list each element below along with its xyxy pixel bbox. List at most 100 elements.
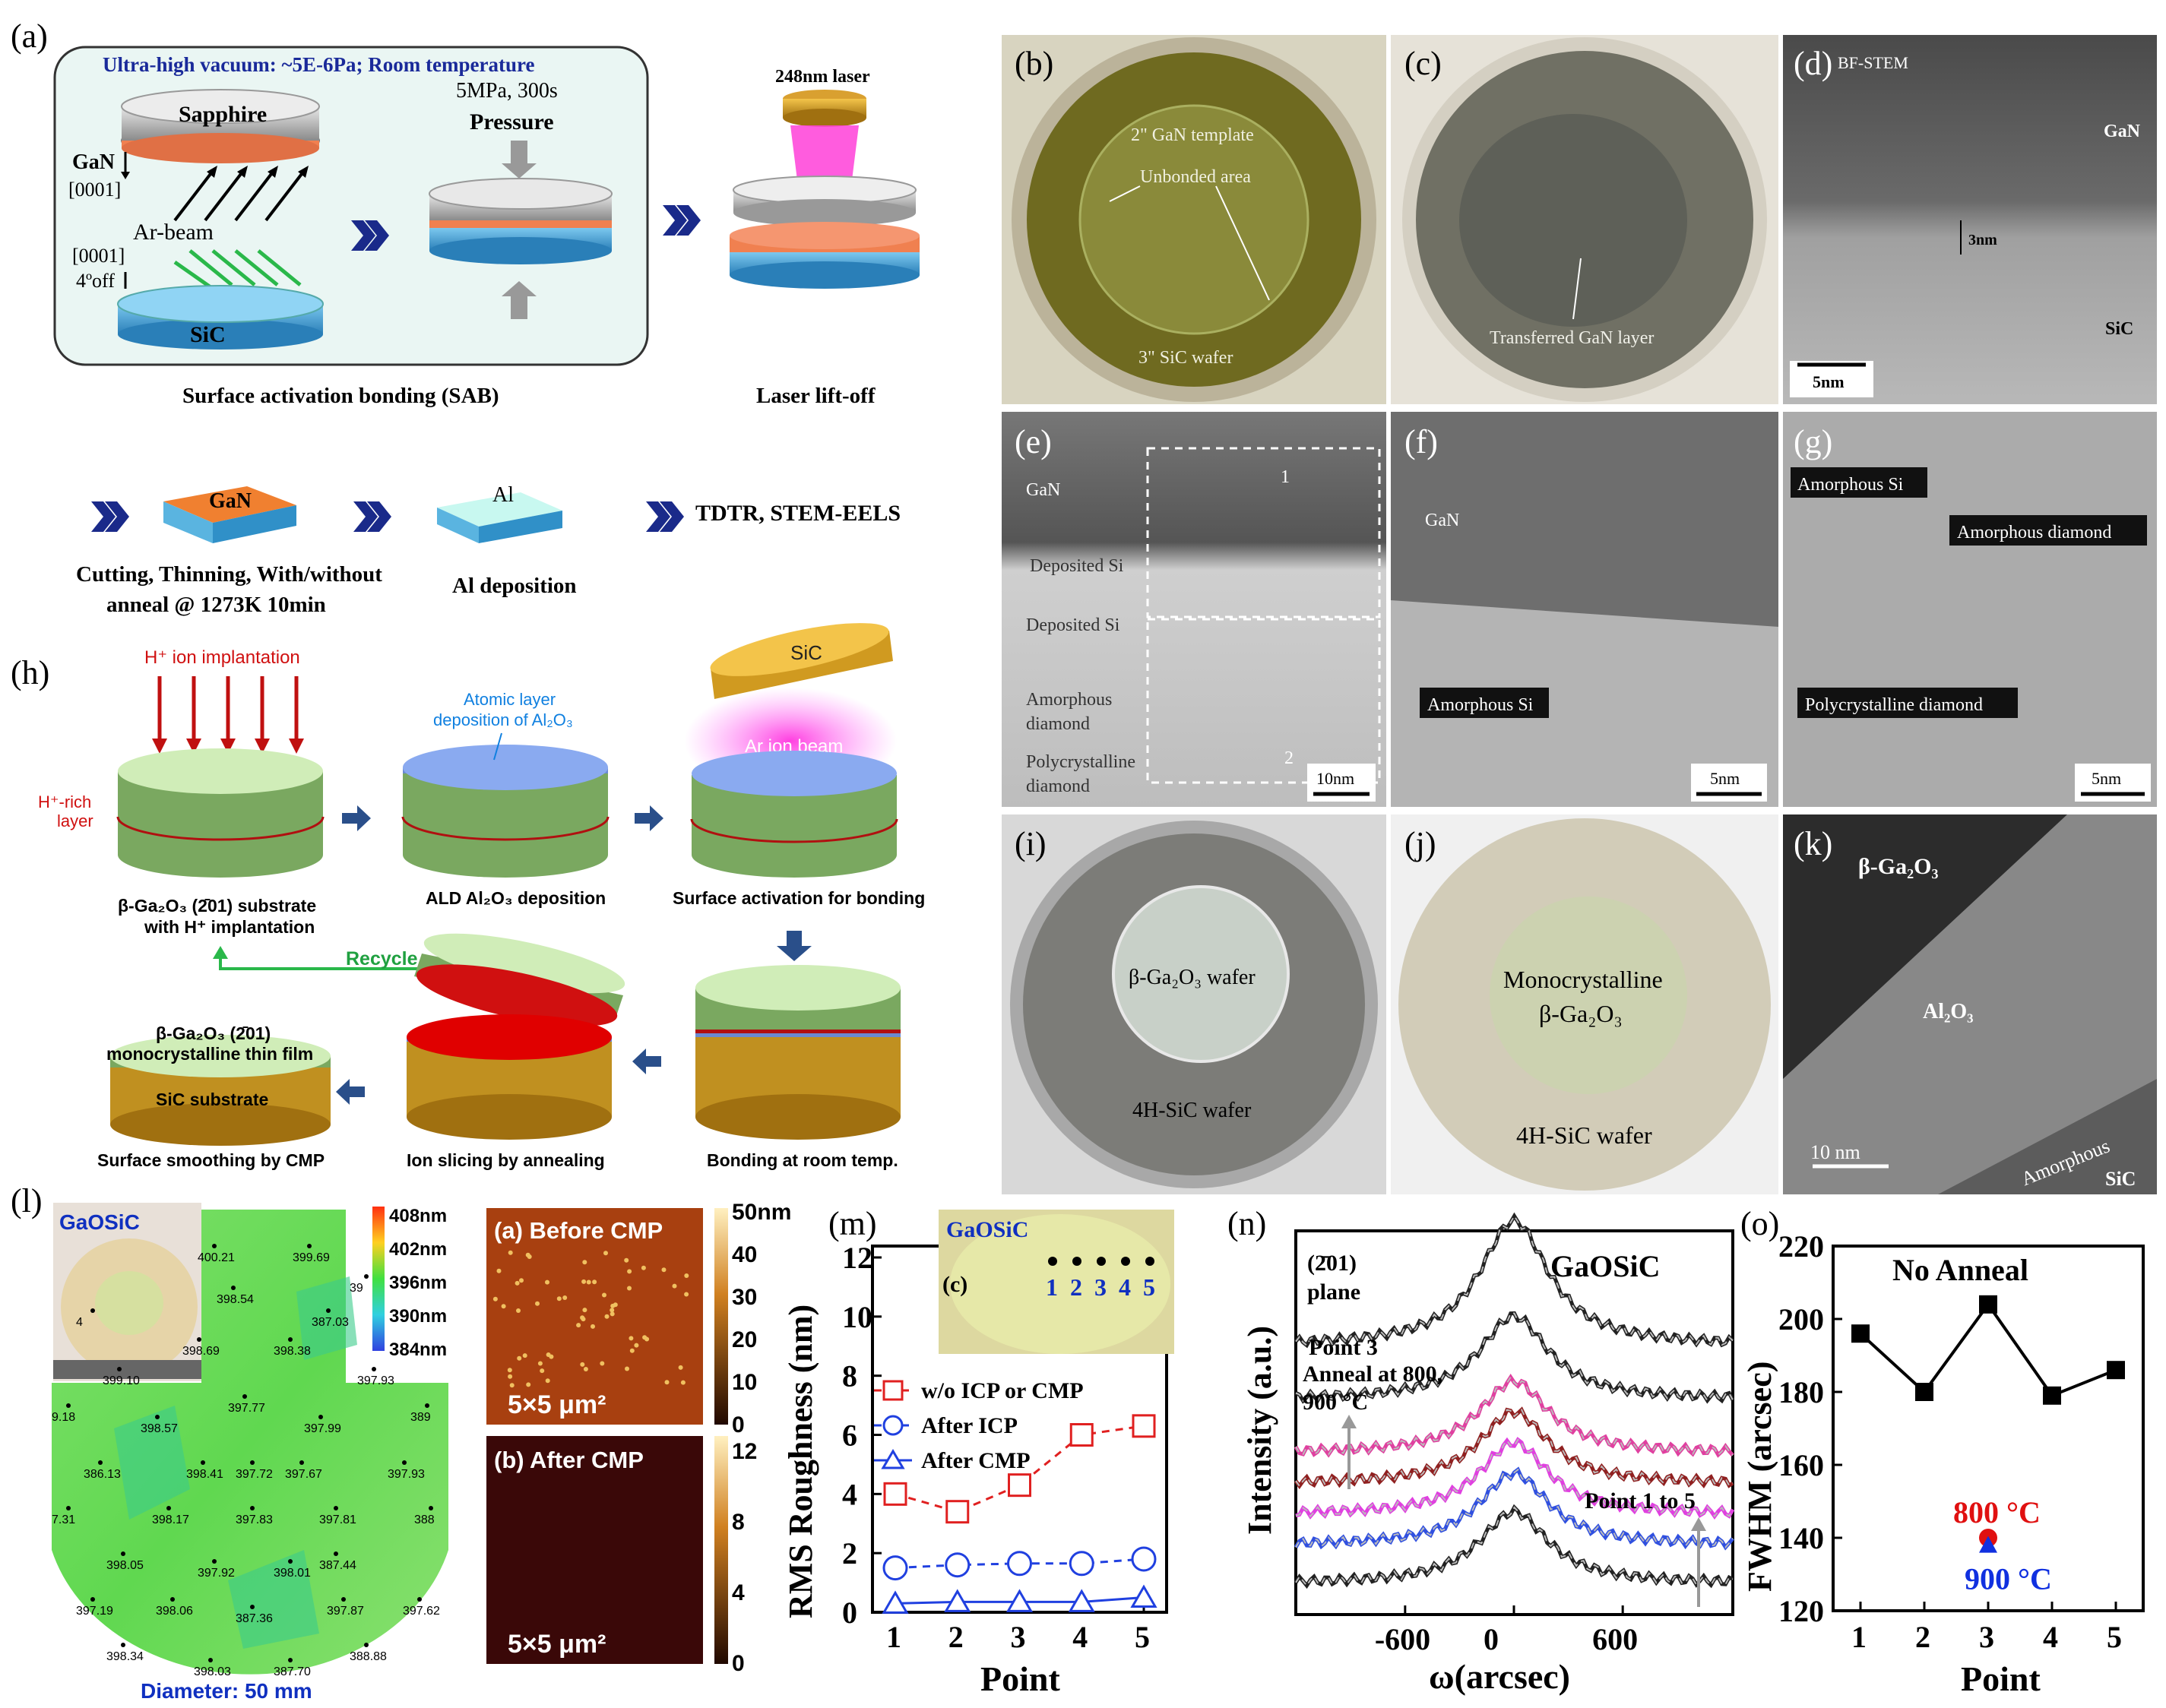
afm-grain (610, 1308, 615, 1313)
sapphire-label: Sapphire (179, 102, 267, 127)
l-diameter: Diameter: 50 mm (141, 1679, 312, 1703)
afm-tick: 0 (732, 1412, 745, 1438)
chart-o-line (1859, 1302, 2117, 1398)
legend-marker (882, 1415, 904, 1436)
chart-m-xtick: 3 (1011, 1620, 1026, 1654)
ar-beam-label: Ar-beam (133, 220, 214, 245)
sic-wafer-tilted (710, 623, 889, 676)
panel-b: (b) 2" GaN template Unbonded area 3" SiC… (1002, 35, 1386, 404)
afm-grain (545, 1279, 549, 1285)
thickness-value: 387.03 (312, 1316, 349, 1329)
arrow-icon (635, 805, 663, 831)
d-scale-bar: 5nm (1813, 372, 1845, 391)
chart-o-ylabel: FWHM (arcsec) (1741, 1362, 1778, 1592)
chart-o-point (1851, 1324, 1870, 1343)
panel-label-b: (b) (1015, 45, 1053, 82)
i-label-sic: 4H-SiC wafer (1132, 1099, 1252, 1122)
chart-m-legend-label: After CMP (921, 1448, 1031, 1473)
chart-m-legend-label: After ICP (921, 1413, 1018, 1438)
chart-m-point (1007, 1551, 1032, 1577)
afm-grain (580, 1362, 585, 1367)
afm-tick: 8 (732, 1510, 745, 1535)
measurement-point (417, 1597, 422, 1602)
h-ion-implantation-label: H⁺ ion implantation (144, 647, 300, 668)
ald-layer (403, 745, 608, 790)
green-beam-arrows (173, 249, 302, 291)
chart-n-ylabel: Intensity (a.u.) (1241, 1326, 1278, 1535)
e-label-poly: Polycrystalline (1026, 752, 1135, 772)
chart-m-ytick: 0 (842, 1596, 857, 1630)
afm-grain (678, 1365, 683, 1370)
f-scale-bar: 5nm (1710, 769, 1740, 788)
afm-grain (582, 1260, 587, 1265)
chart-m-ytick: 8 (842, 1359, 857, 1393)
measurement-point (402, 1460, 407, 1465)
measurement-point (326, 1308, 331, 1313)
panel-d: (d) BF-STEM GaN 3nm SiC 5nm (1783, 35, 2157, 404)
arrow-icon (777, 931, 812, 961)
thickness-value: 397.92 (198, 1567, 235, 1580)
afm-grain (535, 1301, 540, 1306)
panel-label-j: (j) (1404, 825, 1436, 862)
afm-grain (515, 1280, 520, 1286)
chevron-icon (91, 501, 129, 532)
measurement-point (121, 1551, 125, 1556)
chart-o-point (1915, 1383, 1933, 1401)
panel-label-f: (f) (1404, 423, 1438, 460)
inset-point-label: 2 (1070, 1273, 1082, 1301)
chart-o-point (2107, 1361, 2125, 1380)
chart-o-xtick: 3 (1979, 1620, 1994, 1654)
thickness-value: 398.54 (217, 1293, 254, 1306)
tdtr-label: TDTR, STEM-EELS (695, 501, 901, 526)
e-label-si2: Deposited Si (1026, 615, 1120, 635)
gan-chip (163, 486, 296, 523)
thickness-value: 387.44 (319, 1559, 356, 1572)
inset-point (1097, 1257, 1106, 1266)
chart-m-ytick: 10 (842, 1300, 872, 1334)
panel-c: (c) Transferred GaN layer (1391, 35, 1778, 404)
afm-grain (629, 1348, 635, 1353)
chart-m-point (945, 1552, 971, 1578)
afm-tick: 12 (732, 1439, 757, 1464)
inset-point-label: 1 (1046, 1273, 1058, 1301)
panel-h: (h) H⁺ ion implantation H⁺-rich layer β-… (11, 623, 925, 1170)
afm-grain (496, 1268, 502, 1273)
measurement-point (90, 1308, 95, 1313)
afm-after-area: 5×5 μm² (508, 1630, 606, 1659)
h-rich-label-2: layer (57, 811, 93, 830)
panel-label-a: (a) (11, 17, 48, 55)
measurement-point (242, 1394, 247, 1399)
chart-n-frame (1294, 1229, 1734, 1616)
afm-grain (627, 1269, 632, 1274)
afm-grain (509, 1383, 515, 1388)
e-label-amorph: Amorphous (1026, 690, 1112, 710)
measurement-point (197, 1337, 201, 1342)
e-box-1: 1 (1281, 467, 1290, 487)
press-value: 5MPa, 300s (456, 79, 558, 103)
afm-grain (507, 1368, 512, 1373)
measurement-point (334, 1506, 338, 1510)
k-label-sic: SiC (2105, 1168, 2136, 1190)
sab-caption: Surface activation bonding (SAB) (182, 384, 499, 408)
measurement-point (66, 1403, 71, 1408)
thickness-value: 9.18 (52, 1411, 75, 1424)
pressure-label: Pressure (470, 109, 554, 134)
measurement-point (364, 1643, 369, 1647)
thickness-value: 397.87 (327, 1605, 364, 1618)
h-ald-label-2: deposition of Al₂O₃ (433, 710, 573, 729)
thickness-value: 398.01 (274, 1567, 311, 1580)
chart-n-ann-1: Point 3 (1309, 1335, 1378, 1360)
thickness-value: 386.13 (84, 1468, 121, 1481)
colorbar-tick: 384nm (389, 1340, 447, 1360)
measurement-point (288, 1658, 293, 1662)
chart-m-point (882, 1590, 909, 1614)
thickness-value: 398.03 (194, 1665, 231, 1678)
colorbar (372, 1207, 385, 1351)
h-caption-1a: β-Ga₂O₃ (2̄01) substrate (118, 896, 316, 916)
e-label-si1: Deposited Si (1030, 556, 1124, 576)
k-label-al2o3: Al₂O₃ (1923, 1000, 1974, 1023)
measurement-point (250, 1460, 255, 1465)
chart-o-xtick: 2 (1915, 1620, 1930, 1654)
thickness-value: 389 (410, 1411, 431, 1424)
chart-m-point (1005, 1589, 1034, 1612)
